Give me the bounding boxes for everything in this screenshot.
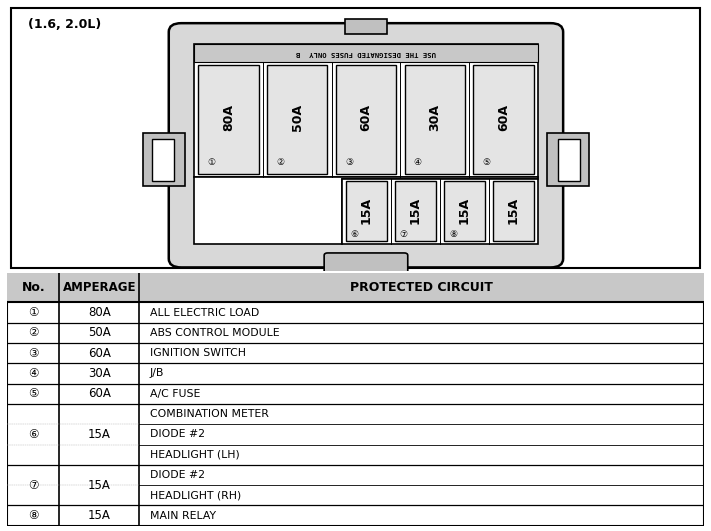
Text: ③: ③ (28, 347, 38, 359)
Text: ABS CONTROL MODULE: ABS CONTROL MODULE (150, 328, 279, 338)
Text: HEADLIGHT (LH): HEADLIGHT (LH) (150, 450, 240, 460)
Polygon shape (194, 177, 538, 244)
FancyBboxPatch shape (169, 23, 563, 268)
Text: AMPERAGE: AMPERAGE (63, 281, 137, 295)
Text: ⑥: ⑥ (351, 229, 359, 238)
Bar (405, 65, 465, 174)
Text: 50A: 50A (88, 327, 111, 339)
Bar (7, 273, 704, 303)
Bar (444, 181, 485, 242)
Text: DIODE #2: DIODE #2 (150, 430, 205, 439)
Text: 15A: 15A (458, 196, 471, 224)
Text: IGNITION SWITCH: IGNITION SWITCH (150, 348, 246, 358)
Text: 15A: 15A (409, 196, 422, 224)
Text: 80A: 80A (222, 104, 235, 131)
Text: 50A: 50A (291, 104, 304, 131)
Bar (346, 181, 387, 242)
Text: ①: ① (28, 306, 38, 319)
Text: ③: ③ (345, 158, 353, 167)
Bar (143, 133, 185, 186)
Text: HEADLIGHT (RH): HEADLIGHT (RH) (150, 490, 241, 500)
Text: PROTECTED CIRCUIT: PROTECTED CIRCUIT (351, 281, 493, 295)
Bar (194, 44, 538, 62)
Text: ⑤: ⑤ (483, 158, 491, 167)
Text: MAIN RELAY: MAIN RELAY (150, 510, 216, 520)
Text: 60A: 60A (360, 104, 373, 131)
Text: A/C FUSE: A/C FUSE (150, 389, 201, 399)
Text: ⑧: ⑧ (28, 509, 38, 522)
Text: 30A: 30A (428, 104, 442, 131)
Text: USE THE DESIGNATED FUSES ONLY  B: USE THE DESIGNATED FUSES ONLY B (296, 50, 436, 56)
Bar (341, 179, 538, 244)
Bar (198, 65, 259, 174)
Text: ⑦: ⑦ (28, 478, 38, 492)
Text: ⑧: ⑧ (449, 229, 457, 238)
Text: No.: No. (21, 281, 45, 295)
Bar (267, 65, 327, 174)
FancyBboxPatch shape (324, 253, 408, 275)
Text: ②: ② (276, 158, 284, 167)
Bar (395, 181, 436, 242)
Text: ②: ② (28, 327, 38, 339)
Text: 15A: 15A (507, 196, 520, 224)
Text: ①: ① (208, 158, 215, 167)
Text: ④: ④ (414, 158, 422, 167)
Text: 15A: 15A (88, 478, 111, 492)
Text: 15A: 15A (88, 428, 111, 441)
Text: 15A: 15A (360, 196, 373, 224)
Text: DIODE #2: DIODE #2 (150, 470, 205, 480)
Text: 30A: 30A (88, 367, 111, 380)
Text: ⑤: ⑤ (28, 387, 38, 400)
Text: ④: ④ (28, 367, 38, 380)
Text: ⑥: ⑥ (28, 428, 38, 441)
Text: 60A: 60A (88, 387, 111, 400)
Bar (474, 65, 534, 174)
Text: (1.6, 2.0L): (1.6, 2.0L) (28, 18, 101, 31)
Bar (345, 19, 387, 35)
Bar (152, 139, 174, 181)
Bar (557, 139, 580, 181)
Text: ⑦: ⑦ (400, 229, 408, 238)
Bar (547, 133, 589, 186)
Bar (194, 44, 538, 177)
Bar (493, 181, 534, 242)
Text: ALL ELECTRIC LOAD: ALL ELECTRIC LOAD (150, 307, 260, 318)
Text: 60A: 60A (88, 347, 111, 359)
Text: COMBINATION METER: COMBINATION METER (150, 409, 269, 419)
Text: 80A: 80A (88, 306, 111, 319)
Text: J/B: J/B (150, 369, 164, 379)
Bar (336, 65, 396, 174)
Text: 60A: 60A (497, 104, 510, 131)
Text: 15A: 15A (88, 509, 111, 522)
